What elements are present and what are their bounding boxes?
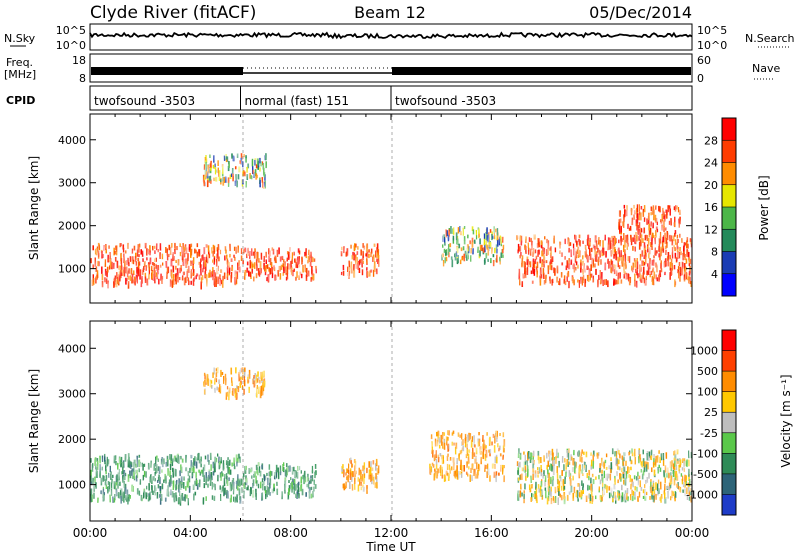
noise-left-tick-top: 10^5 xyxy=(56,24,86,37)
power-colorbar-tick-label: 28 xyxy=(704,134,718,147)
noise-right-tick-top: 10^5 xyxy=(697,24,727,37)
noise-right-label: N.Search xyxy=(745,32,795,45)
velocity-colorbar-cell xyxy=(722,371,736,392)
freq-tick-bottom: 8 xyxy=(79,72,86,85)
freq-tick-top: 18 xyxy=(72,54,86,67)
velocity-panel: 1000 2000 3000 4000 00:00 04:00 08:00 12:00 16:… xyxy=(27,320,710,554)
velocity-colorbar-tick-label: -100 xyxy=(693,447,718,460)
power-colorbar-tick-label: 20 xyxy=(704,179,718,192)
noise-left-tick-bottom: 10^0 xyxy=(56,39,86,52)
station-title: Clyde River (fitACF) xyxy=(90,3,256,23)
velocity-colorbar-tick-label: 500 xyxy=(697,365,718,378)
velocity-colorbar-cell xyxy=(722,350,736,372)
power-colorbar-cell xyxy=(722,118,736,141)
cpid-segment-label: twofsound -3503 xyxy=(94,94,195,108)
cpid-segment-label: twofsound -3503 xyxy=(395,94,496,108)
power-colorbar-cell xyxy=(722,140,736,163)
velocity-colorbar-tick-label: 100 xyxy=(697,386,718,399)
nave-label: Nave xyxy=(752,62,780,75)
cpid-segment-label: normal (fast) 151 xyxy=(245,94,349,108)
noise-left-label: N.Sky xyxy=(4,32,36,45)
power-y-axis-label: Slant Range [km] xyxy=(27,156,41,260)
velocity-colorbar: 1000 500 100 25 -25 -100 -500 -1000 Velocity [m… xyxy=(686,329,793,516)
freq-band-1 xyxy=(91,67,243,75)
noise-trace xyxy=(89,31,693,40)
power-y-tick-label: 4000 xyxy=(58,134,86,147)
date-label: 05/Dec/2014 xyxy=(589,3,692,22)
frequency-panel: Freq. [MHz] 18 8 60 0 Nave xyxy=(4,53,780,85)
power-colorbar-cell xyxy=(722,162,736,185)
x-tick-label: 12:00 xyxy=(374,526,409,540)
power-colorbar-cell xyxy=(722,273,736,296)
velocity-colorbar-cell xyxy=(722,330,736,351)
x-tick-label: 16:00 xyxy=(474,526,509,540)
power-y-tick-label: 1000 xyxy=(58,263,86,276)
velocity-colorbar-cell xyxy=(722,432,736,454)
velocity-colorbar-tick-label: 25 xyxy=(704,406,718,419)
cpid-panel: CPID twofsound -3503 normal (fast) 151 two… xyxy=(6,85,693,111)
power-colorbar-tick-label: 16 xyxy=(704,201,718,214)
power-y-tick-label: 3000 xyxy=(58,177,86,190)
velocity-y-axis-label: Slant Range [km] xyxy=(27,369,41,473)
x-tick-label: 20:00 xyxy=(574,526,609,540)
x-axis-label: Time UT xyxy=(365,540,416,554)
cpid-label: CPID xyxy=(6,94,35,107)
beam-label: Beam 12 xyxy=(354,3,426,22)
power-colorbar-cell xyxy=(722,251,736,274)
nave-tick-top: 60 xyxy=(697,54,711,67)
velocity-colorbar-cell xyxy=(722,473,736,495)
power-panel: 1000 2000 3000 4000 Slant Range [km] xyxy=(27,113,693,304)
velocity-colorbar-label: Velocity [m s⁻¹] xyxy=(779,374,793,467)
freq-band-3 xyxy=(392,67,691,75)
power-colorbar-tick-label: 8 xyxy=(711,246,718,259)
power-colorbar: 28 24 20 16 12 8 4 Power [dB] xyxy=(704,117,771,297)
velocity-colorbar-tick-label: -25 xyxy=(700,427,718,440)
velocity-colorbar-cell xyxy=(722,412,736,433)
velocity-y-tick-label: 2000 xyxy=(58,433,86,446)
velocity-colorbar-cell xyxy=(722,494,736,515)
velocity-colorbar-tick-label: -500 xyxy=(693,468,718,481)
freq-label-line2: [MHz] xyxy=(4,68,36,81)
velocity-colorbar-cell xyxy=(722,391,736,413)
velocity-y-tick-label: 4000 xyxy=(58,342,86,355)
velocity-colorbar-frame xyxy=(721,329,737,516)
noise-right-tick-bottom: 10^0 xyxy=(697,39,727,52)
velocity-y-tick-label: 3000 xyxy=(58,388,86,401)
velocity-colorbar-cell xyxy=(722,453,736,474)
nave-tick-bottom: 0 xyxy=(697,72,704,85)
velocity-colorbar-tick-label: -1000 xyxy=(686,488,718,501)
power-colorbar-tick-label: 24 xyxy=(704,157,718,170)
power-colorbar-tick-label: 12 xyxy=(704,223,718,236)
power-colorbar-label: Power [dB] xyxy=(757,175,771,240)
power-colorbar-cell xyxy=(722,184,736,207)
x-tick-label: 08:00 xyxy=(273,526,308,540)
x-tick-label: 04:00 xyxy=(173,526,208,540)
x-tick-label: 00:00 xyxy=(73,526,108,540)
power-y-tick-label: 2000 xyxy=(58,220,86,233)
noise-panel: N.Sky 10^5 10^0 10^5 10^0 N.Search xyxy=(4,23,795,52)
velocity-y-tick-label: 1000 xyxy=(58,479,86,492)
power-colorbar-cell xyxy=(722,207,736,230)
freq-label-line1: Freq. xyxy=(6,56,33,69)
x-tick-label: 00:00 xyxy=(675,526,710,540)
velocity-colorbar-tick-label: 1000 xyxy=(690,345,718,358)
power-colorbar-tick-label: 4 xyxy=(711,268,718,281)
power-colorbar-cell xyxy=(722,229,736,252)
